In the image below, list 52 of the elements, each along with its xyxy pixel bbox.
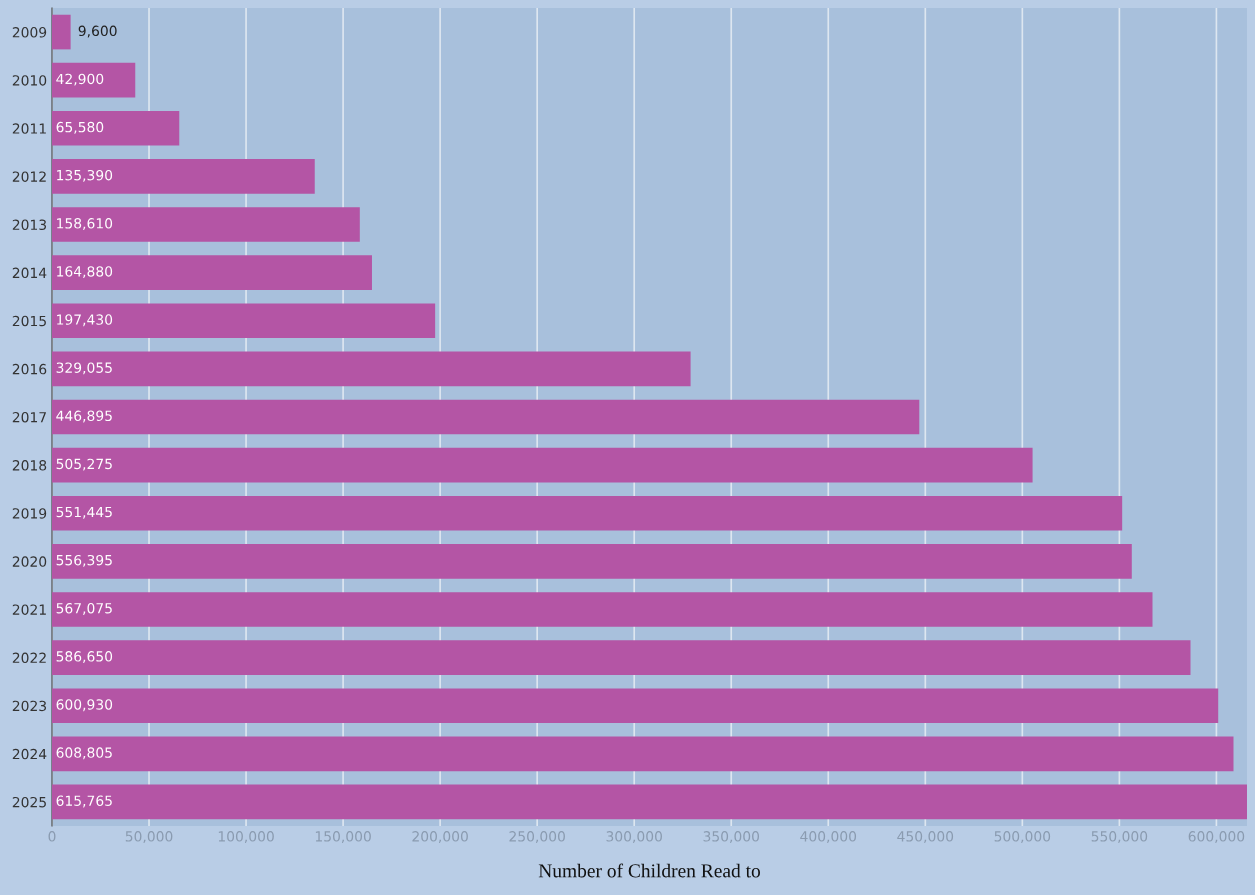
bar <box>52 592 1153 627</box>
bar <box>52 110 180 146</box>
bar <box>52 303 436 339</box>
bar <box>52 736 1234 772</box>
bar <box>52 447 1033 483</box>
y-tick-label: 2013 <box>12 219 47 230</box>
y-tick-label: 2025 <box>12 796 46 808</box>
bar <box>52 495 1123 531</box>
data-label: 158,610 <box>57 218 113 230</box>
bar <box>52 207 360 242</box>
y-tick-label: 2011 <box>12 123 46 134</box>
y-tick-label: 2021 <box>12 604 46 615</box>
bar <box>52 14 71 50</box>
y-tick-label: 2012 <box>12 171 46 182</box>
bar <box>52 399 920 435</box>
bar <box>52 784 1247 820</box>
y-tick-label: 2023 <box>12 700 47 712</box>
data-label: 551,445 <box>56 506 112 519</box>
data-label: 505,275 <box>56 458 112 471</box>
y-tick-label: 2009 <box>12 27 47 38</box>
y-tick-label: 2020 <box>12 556 47 567</box>
y-tick-label: 2016 <box>12 363 47 375</box>
y-tick-label: 2014 <box>12 267 47 279</box>
bar <box>52 159 315 194</box>
data-label: 9,600 <box>78 25 117 38</box>
data-label: 567,075 <box>56 602 112 615</box>
bar <box>52 351 691 387</box>
data-label: 586,650 <box>56 651 113 664</box>
y-tick-label: 2022 <box>12 652 46 664</box>
data-label: 608,805 <box>56 747 112 760</box>
y-tick-label: 2019 <box>12 508 47 519</box>
data-label: 556,395 <box>56 554 112 567</box>
bar <box>52 640 1191 675</box>
bar <box>52 688 1219 724</box>
data-label: 615,765 <box>56 795 112 808</box>
y-tick-label: 2018 <box>12 460 47 471</box>
y-tick-label: 2010 <box>12 75 47 86</box>
x-axis-title: Number of Children Read to <box>538 863 760 878</box>
y-tick-label: 2017 <box>12 411 46 423</box>
data-label: 329,055 <box>56 362 112 375</box>
bar <box>52 255 372 290</box>
bar <box>52 62 136 98</box>
data-label: 135,390 <box>57 169 113 182</box>
y-tick-label: 2015 <box>12 315 46 327</box>
data-label: 600,930 <box>56 699 113 712</box>
data-label: 164,880 <box>57 266 113 279</box>
data-label: 65,580 <box>56 121 104 134</box>
data-label: 446,895 <box>56 410 112 423</box>
data-label: 197,430 <box>57 314 113 327</box>
data-label: 42,900 <box>56 73 104 86</box>
y-tick-label: 2024 <box>12 748 47 760</box>
bar <box>52 544 1132 579</box>
